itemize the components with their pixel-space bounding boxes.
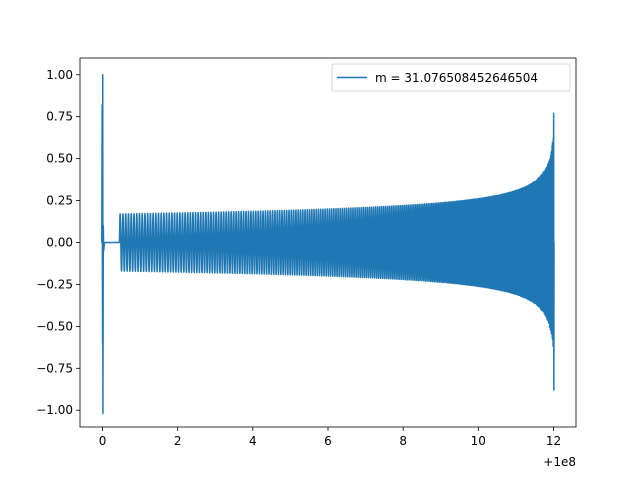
- x-tick-label: 10: [471, 434, 486, 448]
- legend-label: m = 31.076508452646504: [375, 71, 538, 85]
- y-tick-label: −1.00: [36, 403, 73, 417]
- series-line: [101, 74, 555, 415]
- y-tick-label: −0.75: [36, 361, 73, 375]
- y-tick-label: −0.50: [36, 319, 73, 333]
- x-tick-label: 6: [324, 434, 332, 448]
- legend: m = 31.076508452646504: [331, 63, 571, 92]
- y-tick-label: 0.50: [46, 152, 73, 166]
- x-tick-label: 12: [546, 434, 561, 448]
- x-axis: 0 2 4 6 8 10 12: [99, 427, 561, 448]
- y-tick-label: −0.25: [36, 277, 73, 291]
- y-tick-label: 1.00: [46, 68, 73, 82]
- x-offset-label: +1e8: [543, 455, 576, 469]
- x-tick-label: 8: [399, 434, 407, 448]
- x-tick-label: 2: [174, 434, 182, 448]
- series-layer: [101, 74, 555, 415]
- x-tick-label: 0: [99, 434, 107, 448]
- x-tick-label: 4: [249, 434, 257, 448]
- y-tick-label: 0.75: [46, 110, 73, 124]
- y-tick-label: 0.00: [46, 236, 73, 250]
- y-axis: 1.00 0.75 0.50 0.25 0.00 −0.25 −0.50 −0.75 −1.00: [36, 68, 80, 417]
- y-tick-label: 0.25: [46, 194, 73, 208]
- legend-box: [331, 63, 571, 92]
